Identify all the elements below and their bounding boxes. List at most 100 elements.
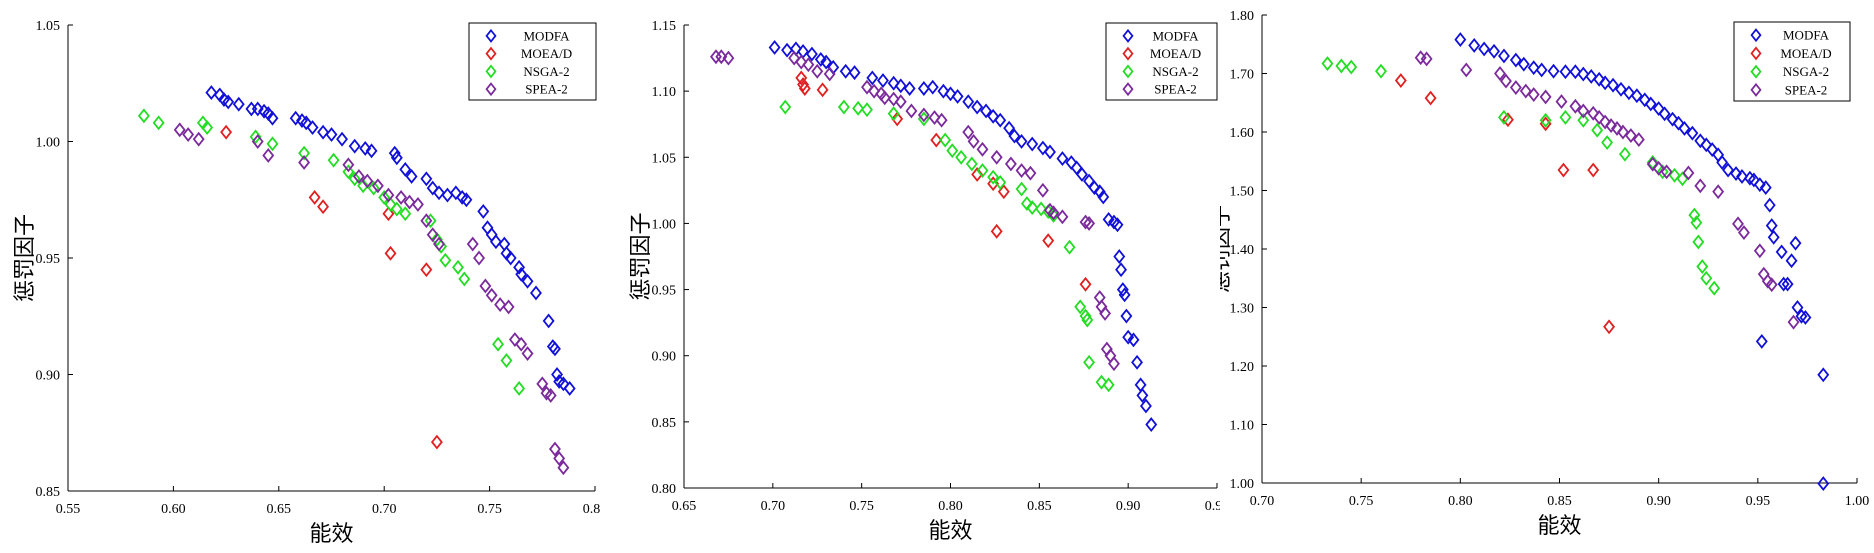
x-tick-label: 0.60: [161, 502, 186, 517]
data-point: [1652, 101, 1665, 117]
data-point: [1666, 111, 1679, 127]
data-point: [551, 367, 564, 382]
data-point: [182, 127, 195, 142]
data-point: [342, 157, 355, 173]
x-tick-label: 0.95: [1746, 494, 1771, 509]
data-point: [1139, 398, 1152, 414]
data-point: [1024, 165, 1037, 181]
data-point: [382, 206, 395, 222]
data-point: [1630, 88, 1643, 104]
data-point: [359, 141, 372, 156]
data-point: [1145, 417, 1158, 432]
legend-label: MOEA/D: [1780, 46, 1831, 61]
data-point: [500, 353, 513, 368]
data-point: [308, 189, 321, 205]
data-point: [420, 171, 433, 187]
data-point: [1108, 356, 1120, 372]
series-nsga-2: [1321, 56, 1721, 296]
data-point: [1454, 32, 1467, 48]
data-point: [1737, 225, 1750, 241]
data-point: [962, 124, 975, 140]
data-point: [1700, 270, 1713, 286]
data-point: [1519, 83, 1532, 99]
y-tick-label: 1.00: [652, 217, 677, 232]
data-point: [1127, 332, 1140, 348]
data-point: [1577, 66, 1590, 82]
data-point: [1700, 137, 1713, 153]
data-point: [399, 206, 412, 222]
data-point: [1732, 216, 1744, 232]
data-point: [1394, 73, 1407, 88]
data-point: [1692, 234, 1705, 250]
data-point: [473, 250, 486, 266]
data-point: [481, 220, 494, 236]
data-point: [798, 81, 811, 96]
data-point: [930, 132, 943, 148]
scatter-chart-2: 0.65 0.70 0.75 0.80 0.85 0.90 0.95 0.80 0.85 0.90…: [628, 19, 1229, 543]
data-point: [352, 169, 365, 184]
data-point: [1478, 41, 1491, 57]
x-tick-label: 0.70: [761, 499, 786, 514]
data-point: [1569, 98, 1582, 114]
data-point: [298, 145, 311, 161]
x-axis-label: 能效: [309, 521, 353, 546]
x-tick-label: 0.80: [583, 502, 600, 517]
scatter-chart-1: 0.55 0.60 0.65 0.70 0.75 0.80 0.85 0.90 0.95 1.00…: [12, 19, 607, 546]
data-point: [205, 85, 218, 101]
data-point: [811, 63, 824, 79]
data-point: [298, 155, 311, 170]
data-point: [715, 49, 728, 65]
data-point: [1509, 52, 1522, 68]
data-point: [1603, 319, 1616, 335]
x-tick-label: 0.85: [1547, 494, 1572, 509]
data-point: [266, 136, 279, 152]
data-point: [802, 57, 815, 73]
data-point: [452, 259, 464, 275]
legend-marker: [1750, 64, 1762, 79]
x-axis-label: 能效: [1537, 513, 1581, 538]
data-point: [1765, 277, 1778, 293]
data-point: [1555, 94, 1568, 110]
data-point: [515, 266, 528, 282]
data-point: [1559, 109, 1572, 125]
data-point: [1113, 249, 1126, 264]
data-point: [251, 134, 264, 149]
data-point: [1593, 109, 1606, 125]
data-point: [1730, 166, 1742, 181]
data-point: [245, 101, 258, 117]
data-point: [262, 148, 275, 163]
y-tick-label: 1.20: [1230, 360, 1255, 375]
data-point: [249, 129, 262, 145]
data-point: [868, 83, 881, 99]
data-point: [1624, 128, 1637, 143]
data-point: [1696, 259, 1709, 274]
data-point: [1601, 135, 1614, 150]
data-point: [1020, 196, 1033, 212]
y-tick-label: 1.05: [652, 151, 677, 166]
data-point: [152, 115, 165, 131]
data-point: [317, 199, 330, 215]
data-point: [1585, 68, 1598, 84]
legend-marker: [485, 46, 497, 61]
series-nsga-2: [779, 99, 1115, 393]
x-tick-label: 0.95: [1205, 499, 1220, 514]
legend-label: SPEA-2: [525, 82, 568, 97]
data-point: [466, 236, 479, 252]
data-point: [1136, 387, 1149, 403]
data-point: [1599, 75, 1612, 91]
data-point: [173, 122, 186, 138]
data-point: [1056, 151, 1069, 167]
data-point: [1509, 80, 1522, 95]
legend-box: [468, 22, 597, 101]
data-point: [967, 133, 980, 149]
data-point: [861, 102, 873, 118]
data-point: [1694, 178, 1707, 194]
y-tick-label: 0.85: [36, 485, 61, 500]
data-point: [887, 106, 900, 122]
data-point: [1035, 201, 1048, 217]
data-point: [395, 189, 408, 205]
data-point: [1088, 180, 1101, 196]
data-point: [420, 213, 433, 229]
data-point: [1656, 164, 1669, 180]
data-point: [420, 262, 433, 278]
